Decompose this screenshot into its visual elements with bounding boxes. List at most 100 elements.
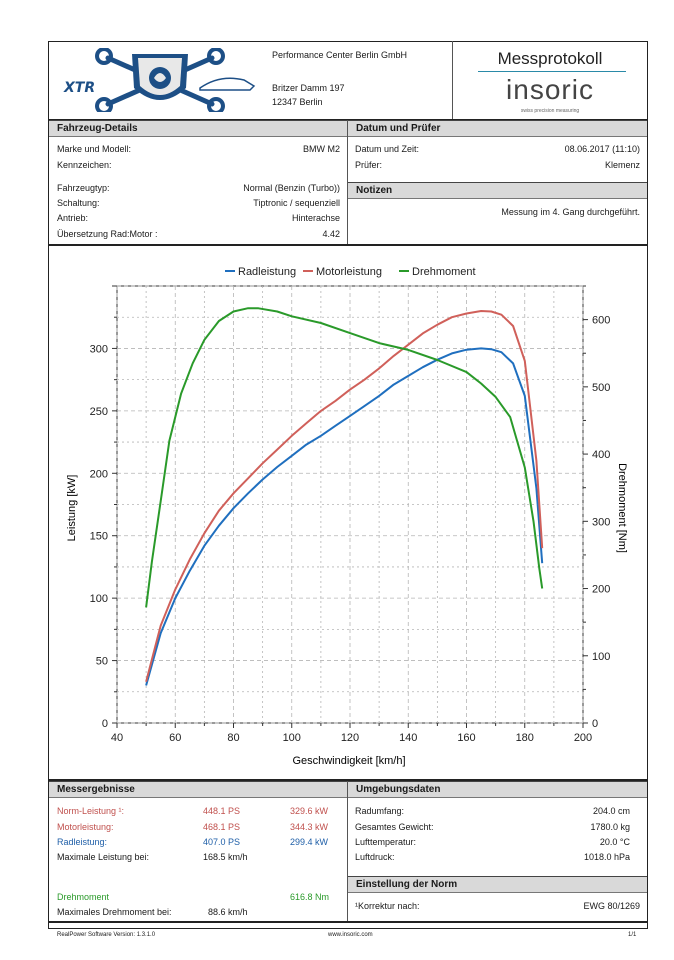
y2-tick-label: 300 <box>592 516 610 528</box>
y2-tick-label: 500 <box>592 382 610 394</box>
vehicle-label-3: Schaltung: <box>57 198 100 208</box>
motor-power-label: Motorleistung: <box>57 822 114 832</box>
norm-power-label: Norm-Leistung ¹: <box>57 806 125 816</box>
legend-label: Motorleistung <box>316 266 382 278</box>
vehicle-label-0: Marke und Modell: <box>57 144 132 154</box>
series-motorleistung <box>145 310 544 683</box>
y2-tick-label: 200 <box>592 584 610 596</box>
vehicle-value-5: 4.42 <box>322 229 340 239</box>
y-tick-label: 250 <box>90 406 108 418</box>
report-frame <box>48 41 648 929</box>
results-section-header: Messergebnisse <box>49 781 347 798</box>
wheel-power-ps: 407.0 PS <box>203 837 241 847</box>
chart-series <box>145 307 544 686</box>
insoric-tagline: swiss precision measuring <box>520 108 580 114</box>
norm-power-kw: 329.6 kW <box>290 806 329 816</box>
y2-tick-label: 400 <box>592 449 610 461</box>
tester-label: Prüfer: <box>355 160 383 170</box>
max-torque-label: Maximales Drehmoment bei: <box>57 907 172 917</box>
chart-ticks: 40 60 80 100 120 140 160 180 2000501001502002503… <box>90 285 610 744</box>
y-tick-label: 300 <box>90 343 108 355</box>
legend-label: Radleistung <box>238 266 296 278</box>
max-torque-value: 88.6 km/h <box>208 907 248 917</box>
motor-power-kw: 344.3 kW <box>290 822 329 832</box>
results-bottom-rule <box>48 921 648 923</box>
details-bottom-rule <box>48 244 648 246</box>
y2-tick-label: 600 <box>592 315 610 327</box>
date-section-header: Datum und Prüfer <box>348 120 647 137</box>
env-value-1: 1780.0 kg <box>590 822 630 832</box>
y-tick-label: 150 <box>90 531 108 543</box>
header-bottom-rule <box>48 119 648 121</box>
vehicle-section-header: Fahrzeug-Details <box>49 120 347 137</box>
company-street: Britzer Damm 197 <box>272 83 345 93</box>
y-tick-label: 100 <box>90 593 108 605</box>
power-torque-chart: Radleistung Motorleistung Drehmoment 40 60 8… <box>66 266 628 767</box>
environment-section-header: Umgebungsdaten <box>348 781 647 798</box>
torque-label: Drehmoment <box>57 892 110 902</box>
y-tick-label: 200 <box>90 468 108 480</box>
vehicle-label-4: Antrieb: <box>57 213 89 223</box>
vehicle-label-1: Kennzeichen: <box>57 160 112 170</box>
motor-power-ps: 468.1 PS <box>203 822 241 832</box>
insoric-brand: insoric <box>506 74 594 105</box>
env-value-0: 204.0 cm <box>592 806 630 816</box>
env-label-0: Radumfang: <box>355 806 405 816</box>
y-tick-label: 50 <box>96 656 108 668</box>
vehicle-label-5: Übersetzung Rad:Motor : <box>57 229 158 239</box>
max-power-label: Maximale Leistung bei: <box>57 852 150 862</box>
chart-legend: Radleistung Motorleistung Drehmoment <box>225 266 476 278</box>
env-label-2: Lufttemperatur: <box>355 837 417 847</box>
env-value-3: 1018.0 hPa <box>583 852 630 862</box>
footer-page: 1/1 <box>628 932 637 938</box>
torque-value: 616.8 Nm <box>290 892 330 902</box>
tester-value: Klemenz <box>604 160 640 170</box>
messprotokoll-title: Messprotokoll <box>497 49 603 68</box>
series-drehmoment <box>145 307 544 608</box>
x-tick-label: 140 <box>399 732 417 744</box>
chart-grid <box>116 285 584 724</box>
insoric-logo: insoric <box>470 74 630 106</box>
y2-tick-label: 0 <box>592 718 598 730</box>
x-tick-label: 160 <box>457 732 475 744</box>
wheel-power-label: Radleistung: <box>57 837 108 847</box>
footer-url[interactable]: www.insoric.com <box>328 932 373 938</box>
title-rule <box>478 71 626 72</box>
notes-text: Messung im 4. Gang durchgeführt. <box>501 207 640 217</box>
vehicle-value-2: Normal (Benzin (Turbo)) <box>243 183 340 193</box>
env-label-1: Gesamtes Gewicht: <box>355 822 434 832</box>
x-tick-label: 180 <box>516 732 534 744</box>
x-tick-label: 40 <box>111 732 123 744</box>
x-tick-label: 80 <box>227 732 239 744</box>
date-label: Datum und Zeit: <box>355 144 420 154</box>
footer-software: RealPower Software Version: 1.3.1.0 <box>57 932 156 938</box>
wheel-power-kw: 299.4 kW <box>290 837 329 847</box>
env-label-3: Luftdruck: <box>355 852 395 862</box>
norm-power-ps: 448.1 PS <box>203 806 241 816</box>
header-divider <box>452 41 453 119</box>
y-axis-label-left: Leistung [kW] <box>66 475 78 542</box>
legend-label: Drehmoment <box>412 266 476 278</box>
y-tick-label: 0 <box>102 718 108 730</box>
chart-bottom-rule <box>48 779 648 781</box>
vehicle-value-3: Tiptronic / sequenziell <box>253 198 340 208</box>
date-value: 08.06.2017 (11:10) <box>564 144 640 154</box>
results-divider <box>347 781 348 921</box>
x-tick-label: 120 <box>341 732 359 744</box>
x-tick-label: 100 <box>283 732 301 744</box>
company-city: 12347 Berlin <box>272 97 323 107</box>
x-tick-label: 200 <box>574 732 592 744</box>
env-value-2: 20.0 °C <box>599 837 630 847</box>
norm-section-header: Einstellung der Norm <box>348 876 647 893</box>
notes-section-header: Notizen <box>348 182 647 199</box>
x-tick-label: 60 <box>169 732 181 744</box>
performance-center-logo: XTR <box>60 47 260 115</box>
vehicle-value-4: Hinterachse <box>291 213 340 223</box>
x-axis-label: Geschwindigkeit [km/h] <box>292 755 405 767</box>
company-name: Performance Center Berlin GmbH <box>272 50 408 60</box>
vehicle-label-2: Fahrzeugtyp: <box>57 183 110 193</box>
max-power-value: 168.5 km/h <box>203 852 248 862</box>
y-axis-label-right: Drehmoment [Nm] <box>616 463 628 553</box>
y2-tick-label: 100 <box>592 651 610 663</box>
norm-correction-label: ¹Korrektur nach: <box>355 901 420 911</box>
